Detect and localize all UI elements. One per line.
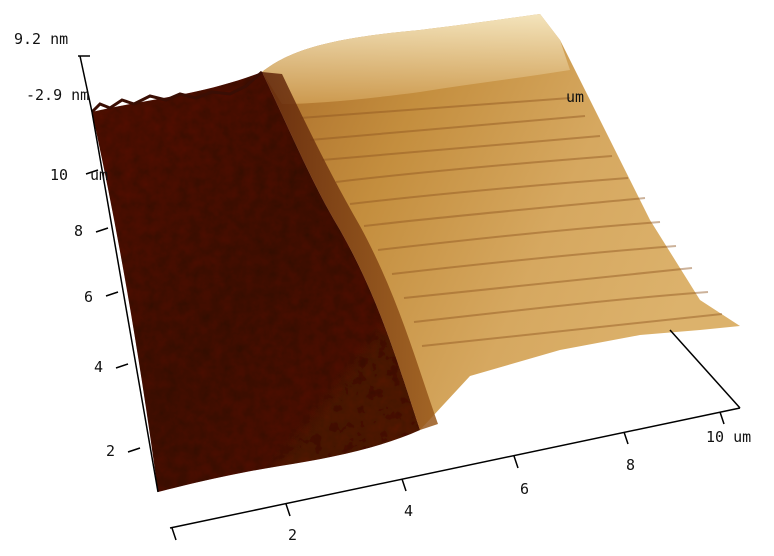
high-terrace-region — [262, 14, 740, 430]
left-axis-tick-label: 4 — [94, 358, 103, 376]
low-region — [92, 72, 420, 492]
left-axis-tick — [95, 227, 109, 233]
left-axis-unit-label: um — [90, 166, 108, 184]
left-axis-tick — [127, 447, 141, 453]
high-terrace-top — [262, 14, 570, 104]
right-axis-line — [669, 329, 741, 409]
left-axis-tick — [105, 291, 119, 297]
left-axis-tick-label: 8 — [74, 222, 83, 240]
axis-labels: 9.2 nm -2.9 nm um 2 4 6 8 10 um 2 4 6 8 … — [14, 30, 751, 544]
bottom-axis-tick — [719, 411, 725, 425]
left-axis-tick-label: 10 — [50, 166, 68, 184]
afm-surface — [90, 14, 740, 492]
axes — [78, 55, 741, 541]
low-region-edge — [90, 70, 263, 114]
bottom-axis-tick — [285, 503, 291, 517]
left-axis-line — [91, 111, 159, 493]
bottom-axis-tick — [513, 455, 519, 469]
bottom-axis-tick — [401, 478, 407, 492]
left-axis-tick — [115, 363, 129, 369]
z-axis-min-label: -2.9 nm — [26, 86, 89, 104]
step-edge — [262, 72, 438, 430]
left-axis-tick — [85, 169, 99, 175]
bottom-axis-tick — [171, 527, 177, 541]
z-axis-max-label: 9.2 nm — [14, 30, 68, 48]
back-axis-unit-label: um — [566, 88, 584, 106]
left-axis-tick-label: 6 — [84, 288, 93, 306]
left-axis-tick-label: 2 — [106, 442, 115, 460]
terrace-ridges — [299, 97, 723, 347]
bottom-axis-tick — [623, 431, 629, 445]
bottom-axis-tick-label: 4 — [404, 502, 413, 520]
bottom-axis-line — [169, 407, 741, 529]
bottom-axis-tick-label: 10 um — [706, 428, 751, 446]
z-axis-line — [79, 55, 93, 113]
bottom-axis-tick-label: 8 — [626, 456, 635, 474]
bottom-axis-tick-label: 6 — [520, 480, 529, 498]
bottom-axis-tick-label: 2 — [288, 526, 297, 544]
